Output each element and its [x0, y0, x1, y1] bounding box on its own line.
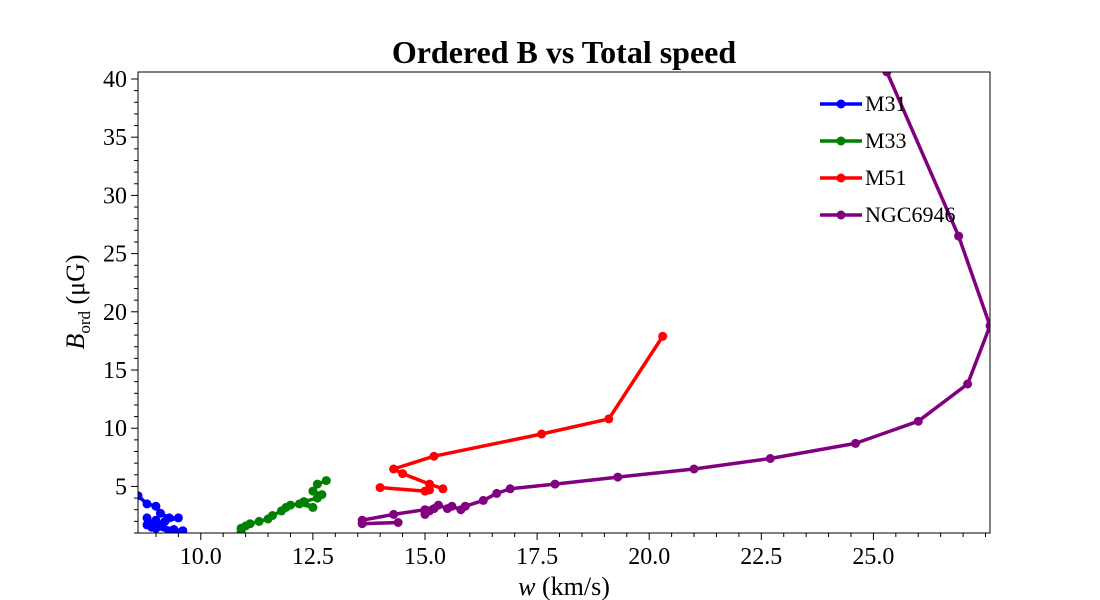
data-point-ngc6946	[963, 379, 973, 389]
data-point-m51	[375, 483, 385, 493]
plot-area	[138, 72, 990, 533]
data-point-m51	[537, 429, 547, 439]
data-point-ngc6946	[447, 501, 457, 511]
data-point-ngc6946	[478, 495, 488, 505]
data-point-m31	[155, 508, 165, 518]
x-tick-label: 15.0	[404, 544, 446, 570]
legend: M31 M33 M51 NGC6946	[820, 91, 955, 227]
x-tick-label: 20.0	[628, 544, 670, 570]
data-point-ngc6946	[460, 501, 470, 511]
data-point-m31	[142, 513, 152, 523]
chart-title: Ordered B vs Total speed	[392, 34, 737, 70]
legend-marker-ngc6946	[836, 210, 846, 220]
legend-marker-m51	[836, 173, 846, 183]
legend-label-ngc6946: NGC6946	[865, 202, 955, 227]
x-tick-label: 22.5	[740, 544, 782, 570]
data-point-m33	[317, 490, 327, 500]
data-point-ngc6946	[393, 518, 403, 527]
y-axis-unit: (μG)	[61, 254, 90, 311]
y-tick-label: 20	[103, 300, 127, 326]
data-point-m33	[245, 519, 255, 529]
y-tick-label: 5	[115, 474, 127, 500]
data-point-m31	[164, 527, 174, 533]
data-point-ngc6946	[357, 515, 367, 525]
data-point-ngc6946	[882, 72, 892, 77]
data-point-ngc6946	[505, 484, 515, 494]
y-tick-label: 15	[103, 358, 127, 384]
data-point-ngc6946	[913, 416, 923, 426]
data-point-m33	[268, 511, 277, 520]
data-point-m51	[438, 484, 448, 494]
data-point-m51	[389, 464, 399, 474]
data-point-m31	[173, 513, 183, 523]
x-axis-unit: (km/s)	[535, 572, 609, 600]
data-point-ngc6946	[765, 454, 775, 463]
data-point-m33	[321, 476, 331, 486]
y-tick-label: 10	[103, 416, 127, 442]
data-point-m51	[658, 331, 668, 341]
x-axis-variable: w	[518, 572, 536, 600]
y-tick-label: 25	[103, 242, 127, 268]
y-tick-label: 35	[103, 125, 127, 151]
legend-label-m51: M51	[865, 165, 907, 190]
data-point-m51	[425, 485, 434, 495]
data-point-m31	[178, 526, 188, 533]
data-point-ngc6946	[613, 472, 623, 482]
data-point-m33	[308, 486, 318, 496]
y-tick-label: 40	[103, 67, 127, 93]
data-point-m31	[151, 522, 161, 532]
y-tick-label: 30	[103, 183, 127, 209]
legend-marker-m31	[836, 99, 846, 109]
data-point-ngc6946	[851, 438, 860, 448]
data-point-m33	[312, 479, 322, 489]
data-point-m51	[429, 451, 439, 461]
y-axis-variable: B	[61, 334, 90, 350]
data-point-ngc6946	[420, 509, 430, 519]
y-axis-label: Bord (μG)	[61, 254, 94, 349]
data-point-ngc6946	[492, 488, 502, 498]
data-point-m31	[138, 491, 143, 501]
x-tick-label: 10.0	[180, 544, 222, 570]
data-point-m33	[299, 497, 309, 507]
data-point-m51	[398, 469, 408, 479]
x-axis-ticks: 10.0 12.5 15.0 17.5 20.0 22.5 25.0	[155, 533, 987, 570]
data-point-m33	[308, 502, 318, 512]
data-point-ngc6946	[389, 509, 399, 519]
data-point-m31	[142, 520, 152, 530]
x-axis-label: w (km/s)	[518, 572, 610, 600]
data-point-m51	[604, 414, 614, 424]
series-points	[138, 72, 990, 533]
data-point-m33	[286, 500, 295, 510]
data-point-m31	[142, 499, 152, 509]
data-point-ngc6946	[689, 464, 699, 474]
data-point-ngc6946	[550, 479, 560, 489]
series-lines	[138, 72, 990, 533]
data-point-ngc6946	[429, 504, 439, 514]
y-axis-ticks: 5 10 15 20 25 30 35 40	[103, 67, 138, 534]
legend-label-m31: M31	[865, 91, 907, 116]
x-tick-label: 17.5	[516, 544, 558, 570]
series-line-m51	[391, 335, 665, 491]
x-tick-label: 12.5	[292, 544, 334, 570]
legend-label-m33: M33	[865, 128, 907, 153]
data-point-m31	[151, 501, 161, 511]
data-point-ngc6946	[954, 231, 964, 241]
y-axis-subscript: ord	[75, 311, 94, 334]
data-point-m33	[254, 516, 264, 526]
data-point-ngc6946	[985, 321, 990, 331]
legend-marker-m33	[836, 136, 846, 146]
x-tick-label: 25.0	[852, 544, 894, 570]
plot-frame	[137, 71, 991, 534]
